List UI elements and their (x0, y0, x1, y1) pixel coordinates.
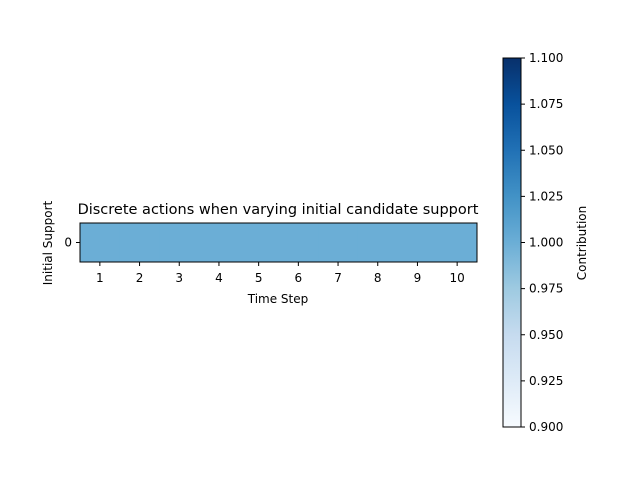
colorbar-tick-label: 1.000 (529, 236, 563, 250)
y-axis-ticks: 0 (64, 236, 80, 250)
heatmap-cell (397, 223, 438, 262)
heatmap-cell (159, 223, 200, 262)
x-axis-ticks: 1 2 3 4 5 6 7 8 9 10 (96, 262, 465, 285)
heatmap-cell (238, 223, 279, 262)
x-tick-label: 6 (295, 271, 303, 285)
x-tick-label: 10 (450, 271, 465, 285)
heatmap-cell (437, 223, 478, 262)
colorbar-tick-label: 1.075 (529, 97, 563, 111)
x-tick-label: 8 (374, 271, 382, 285)
x-tick-label: 1 (96, 271, 104, 285)
x-tick-label: 3 (175, 271, 183, 285)
x-axis-label: Time Step (247, 292, 309, 306)
heatmap-cell (119, 223, 160, 262)
colorbar-tick-label: 1.050 (529, 143, 563, 157)
heatmap-cells (80, 223, 478, 262)
heatmap-cell (357, 223, 399, 262)
colorbar-tick-label: 1.025 (529, 189, 563, 203)
colorbar-label: Contribution (575, 206, 589, 281)
colorbar-tick-label: 1.100 (529, 51, 563, 65)
colorbar-tick-label: 0.900 (529, 420, 563, 434)
x-tick-label: 9 (414, 271, 422, 285)
colorbar-ticks: 0.900 0.925 0.950 0.975 1.000 1.025 1.050 1.075… (521, 51, 563, 434)
y-axis-label: Initial Support (41, 200, 55, 285)
heatmap-cell (278, 223, 319, 262)
y-tick-label: 0 (64, 236, 72, 250)
heatmap-cell (318, 223, 359, 262)
colorbar-tick-label: 0.925 (529, 374, 563, 388)
colorbar (502, 57, 522, 428)
colorbar-tick-label: 0.975 (529, 282, 563, 296)
heatmap-cell (199, 223, 240, 262)
heatmap-cell (80, 223, 121, 262)
x-tick-label: 2 (136, 271, 144, 285)
x-tick-label: 7 (334, 271, 342, 285)
x-tick-label: 5 (255, 271, 263, 285)
colorbar-tick-label: 0.950 (529, 328, 563, 342)
chart-title: Discrete actions when varying initial ca… (78, 202, 479, 218)
x-tick-label: 4 (215, 271, 223, 285)
